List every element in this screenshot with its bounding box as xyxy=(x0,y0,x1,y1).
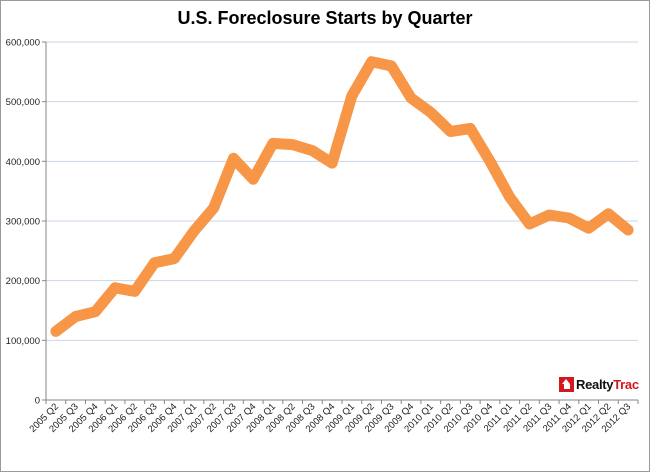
chart-title: U.S. Foreclosure Starts by Quarter xyxy=(177,8,473,28)
y-tick-label: 500,000 xyxy=(6,97,40,108)
house-icon xyxy=(559,376,574,392)
y-tick-label: 400,000 xyxy=(6,157,40,168)
logo-text-a: Realty xyxy=(576,376,614,392)
axes xyxy=(42,41,639,404)
y-axis-ticks: 0 100,000 200,000 300,000 400,000 500,000 600,… xyxy=(6,38,40,407)
logo-text-b: Trac xyxy=(613,376,639,392)
y-tick-label: 100,000 xyxy=(6,336,40,347)
y-tick-label: 0 xyxy=(35,396,40,407)
y-tick-label: 200,000 xyxy=(6,276,40,287)
y-tick-label: 600,000 xyxy=(6,38,40,49)
series-layer xyxy=(50,56,634,337)
series-line xyxy=(50,56,634,337)
logo-text: RealtyTrac xyxy=(576,377,639,392)
y-tick-label: 300,000 xyxy=(6,217,40,228)
realtytrac-logo: RealtyTrac xyxy=(559,375,639,393)
